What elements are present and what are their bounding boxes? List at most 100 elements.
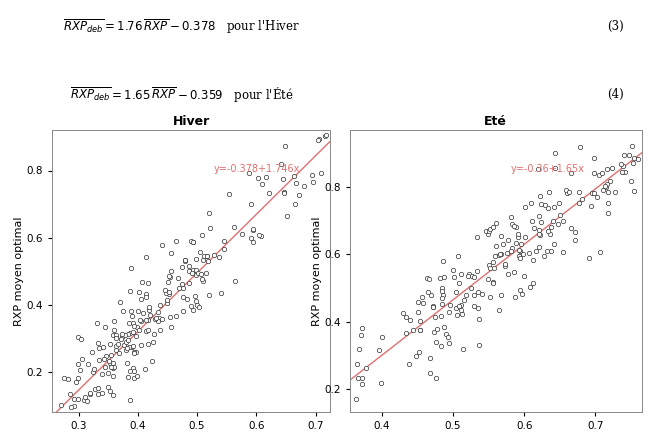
Point bbox=[405, 316, 415, 323]
Point bbox=[195, 248, 205, 255]
Text: (3): (3) bbox=[607, 20, 624, 33]
Point bbox=[484, 262, 494, 269]
Point bbox=[275, 161, 286, 168]
Point bbox=[136, 318, 146, 325]
Point bbox=[278, 176, 288, 183]
Point bbox=[536, 219, 546, 226]
Point bbox=[143, 317, 154, 324]
Point bbox=[148, 339, 158, 346]
Point bbox=[308, 178, 319, 185]
Point bbox=[589, 190, 599, 197]
Point bbox=[130, 322, 140, 329]
Point bbox=[435, 274, 445, 281]
Point bbox=[202, 253, 213, 260]
Point bbox=[485, 293, 496, 300]
Point bbox=[126, 312, 137, 319]
Point bbox=[498, 240, 508, 247]
Point bbox=[188, 238, 198, 245]
Point bbox=[500, 263, 510, 270]
Point bbox=[514, 252, 524, 259]
Point bbox=[313, 137, 323, 144]
Point bbox=[316, 169, 326, 176]
Point bbox=[133, 289, 144, 296]
Point bbox=[244, 170, 254, 177]
Point bbox=[82, 360, 93, 367]
Point bbox=[291, 180, 301, 187]
Point bbox=[424, 355, 435, 362]
Point bbox=[566, 170, 576, 177]
Point bbox=[180, 256, 191, 263]
Point bbox=[132, 372, 143, 379]
Point bbox=[314, 135, 325, 142]
Point bbox=[164, 290, 174, 297]
Point bbox=[534, 244, 544, 251]
Point bbox=[527, 217, 537, 224]
Point bbox=[431, 375, 441, 382]
Point bbox=[373, 347, 384, 354]
Point bbox=[431, 339, 441, 345]
Point bbox=[172, 274, 183, 281]
Point bbox=[198, 277, 208, 284]
Point bbox=[354, 345, 365, 352]
Point bbox=[437, 300, 447, 307]
Point bbox=[538, 253, 549, 260]
Point bbox=[279, 190, 289, 197]
Point bbox=[113, 340, 123, 347]
Point bbox=[603, 188, 613, 195]
Point bbox=[122, 344, 132, 351]
Point bbox=[467, 273, 478, 279]
Text: y=-0.378+1.746x: y=-0.378+1.746x bbox=[213, 164, 300, 174]
Point bbox=[191, 298, 201, 305]
Point bbox=[109, 318, 119, 325]
Point bbox=[603, 210, 613, 217]
Point bbox=[595, 248, 605, 255]
Point bbox=[472, 289, 483, 296]
Point bbox=[202, 257, 213, 264]
Point bbox=[496, 291, 506, 298]
Point bbox=[603, 200, 614, 207]
Point bbox=[474, 342, 484, 349]
Point bbox=[619, 151, 629, 158]
Point bbox=[73, 360, 84, 367]
Point bbox=[143, 326, 153, 333]
Point bbox=[113, 349, 124, 356]
Point bbox=[123, 336, 133, 343]
Point bbox=[524, 284, 535, 291]
Point bbox=[439, 273, 450, 280]
Point bbox=[188, 306, 198, 313]
Point bbox=[108, 392, 118, 399]
Point bbox=[502, 237, 513, 244]
Point bbox=[524, 250, 535, 257]
Point bbox=[165, 313, 175, 320]
Point bbox=[89, 424, 99, 431]
Point bbox=[146, 358, 157, 365]
Point bbox=[248, 226, 258, 233]
Point bbox=[126, 344, 137, 351]
Point bbox=[76, 335, 87, 342]
Point bbox=[540, 201, 550, 208]
Point bbox=[519, 272, 529, 279]
Point bbox=[620, 168, 631, 175]
Point bbox=[132, 308, 143, 315]
Point bbox=[544, 230, 555, 237]
Point bbox=[474, 316, 484, 323]
Point bbox=[117, 331, 127, 338]
Point bbox=[125, 288, 135, 295]
Point bbox=[188, 239, 198, 246]
Point bbox=[82, 398, 93, 405]
Point bbox=[253, 174, 263, 181]
Point bbox=[144, 307, 154, 314]
Point bbox=[503, 271, 514, 278]
Point bbox=[93, 356, 104, 363]
Point bbox=[452, 252, 463, 259]
Point bbox=[196, 270, 207, 277]
Point bbox=[110, 326, 120, 333]
Point bbox=[489, 264, 499, 271]
Point bbox=[413, 299, 423, 306]
Point bbox=[484, 227, 494, 234]
Point bbox=[105, 359, 115, 366]
Point bbox=[536, 201, 546, 208]
Point bbox=[85, 390, 95, 397]
Point bbox=[454, 279, 464, 286]
Point bbox=[443, 340, 454, 347]
